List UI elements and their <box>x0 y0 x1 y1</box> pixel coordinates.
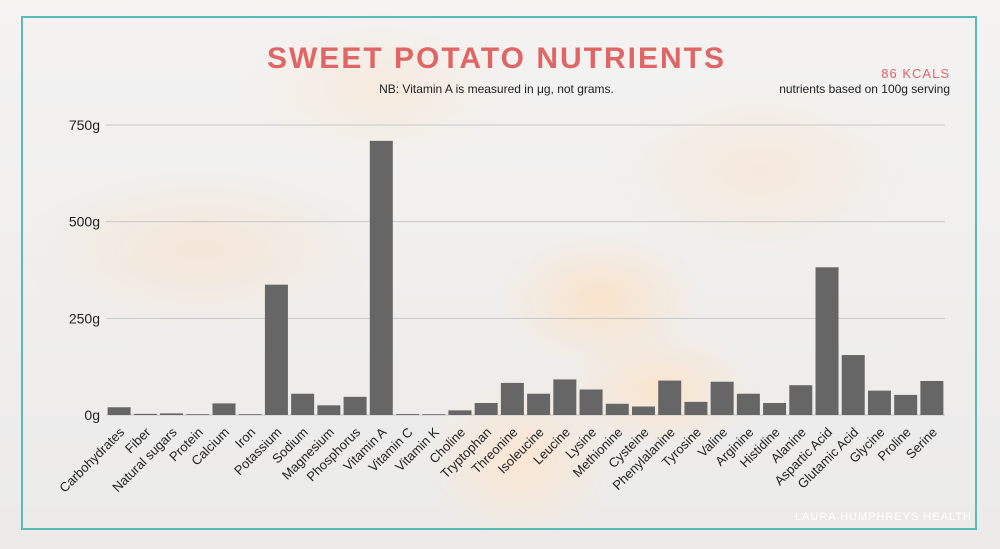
bar <box>238 414 262 415</box>
bar <box>264 284 288 415</box>
bar <box>500 382 524 415</box>
bar <box>553 379 577 415</box>
bar <box>658 380 682 415</box>
y-tick-label: 250g <box>69 310 100 326</box>
bar <box>631 406 655 415</box>
y-tick-label: 750g <box>69 117 100 133</box>
chart-subtitle: NB: Vitamin A is measured in μg, not gra… <box>379 82 614 96</box>
bar <box>291 393 315 415</box>
bar <box>605 403 629 415</box>
bar <box>396 414 420 415</box>
bar <box>422 414 446 415</box>
kcals-label: 86 KCALS <box>881 66 950 81</box>
bar <box>212 403 236 415</box>
bar <box>107 407 131 415</box>
bar <box>736 393 760 415</box>
y-tick-label: 500g <box>69 214 100 230</box>
bar <box>867 390 891 415</box>
bar <box>710 381 734 415</box>
bar <box>789 385 813 415</box>
serving-note: nutrients based on 100g serving <box>779 82 950 96</box>
bar <box>317 405 341 415</box>
bar <box>133 413 157 415</box>
y-tick-label: 0g <box>84 407 100 423</box>
bar <box>684 401 708 415</box>
bar <box>894 394 918 415</box>
bar <box>920 380 944 415</box>
bar <box>841 355 865 415</box>
teal-frame <box>21 16 977 530</box>
bar <box>369 140 393 415</box>
bar <box>343 396 367 415</box>
bar <box>160 413 184 415</box>
bar <box>474 403 498 415</box>
bar <box>527 393 551 415</box>
credit-label: LAURA HUMPHREYS HEALTH <box>794 511 972 523</box>
bar <box>579 389 603 415</box>
bar <box>448 410 472 415</box>
bar <box>763 403 787 415</box>
chart-title: SWEET POTATO NUTRIENTS <box>266 42 726 75</box>
bar <box>815 267 839 415</box>
bar <box>186 414 210 415</box>
